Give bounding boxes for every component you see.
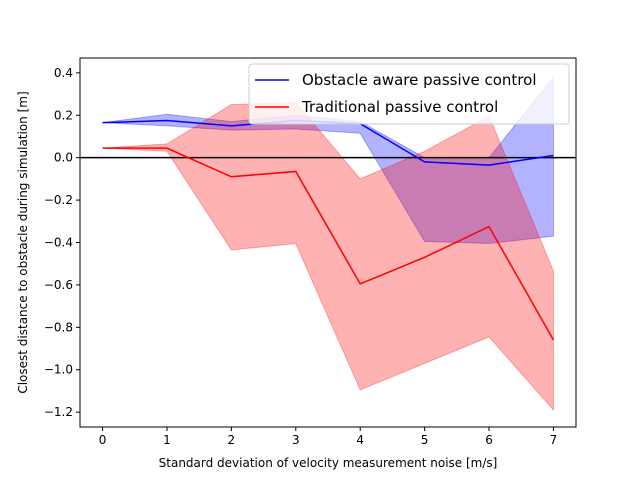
x-tick-label: 7 [550, 433, 558, 447]
x-tick-label: 3 [292, 433, 300, 447]
x-tick-label: 4 [356, 433, 364, 447]
x-tick-label: 2 [228, 433, 236, 447]
y-tick-label: −0.6 [44, 278, 73, 292]
y-tick-label: −0.8 [44, 320, 73, 334]
y-tick-label: 0.0 [54, 151, 73, 165]
y-axis-ticks: 0.4 0.2 0.0 −0.2 −0.4 −0.6 −0.8 −1.0 −1.2 [44, 66, 80, 419]
y-tick-label: 0.2 [54, 108, 73, 122]
y-tick-label: −0.4 [44, 236, 73, 250]
y-tick-label: −1.2 [44, 405, 73, 419]
x-tick-label: 1 [163, 433, 171, 447]
legend-box [248, 63, 570, 125]
x-tick-label: 6 [485, 433, 493, 447]
x-axis-ticks: 0 1 2 3 4 5 6 7 [99, 427, 558, 447]
x-tick-label: 0 [99, 433, 107, 447]
y-axis-label: Closest distance to obstacle during simu… [16, 91, 30, 393]
y-tick-label: −0.2 [44, 193, 73, 207]
band-series-1 [102, 102, 554, 412]
legend-label-1: Traditional passive control [301, 98, 498, 116]
y-tick-label: −1.0 [44, 363, 73, 377]
x-tick-label: 5 [421, 433, 429, 447]
confidence-bands [102, 75, 554, 412]
y-tick-label: 0.4 [54, 66, 73, 80]
x-axis-label: Standard deviation of velocity measureme… [159, 456, 498, 470]
line-series-1 [102, 147, 555, 341]
legend: Obstacle aware passive control Traditiona… [248, 63, 570, 125]
legend-label-0: Obstacle aware passive control [302, 71, 537, 89]
